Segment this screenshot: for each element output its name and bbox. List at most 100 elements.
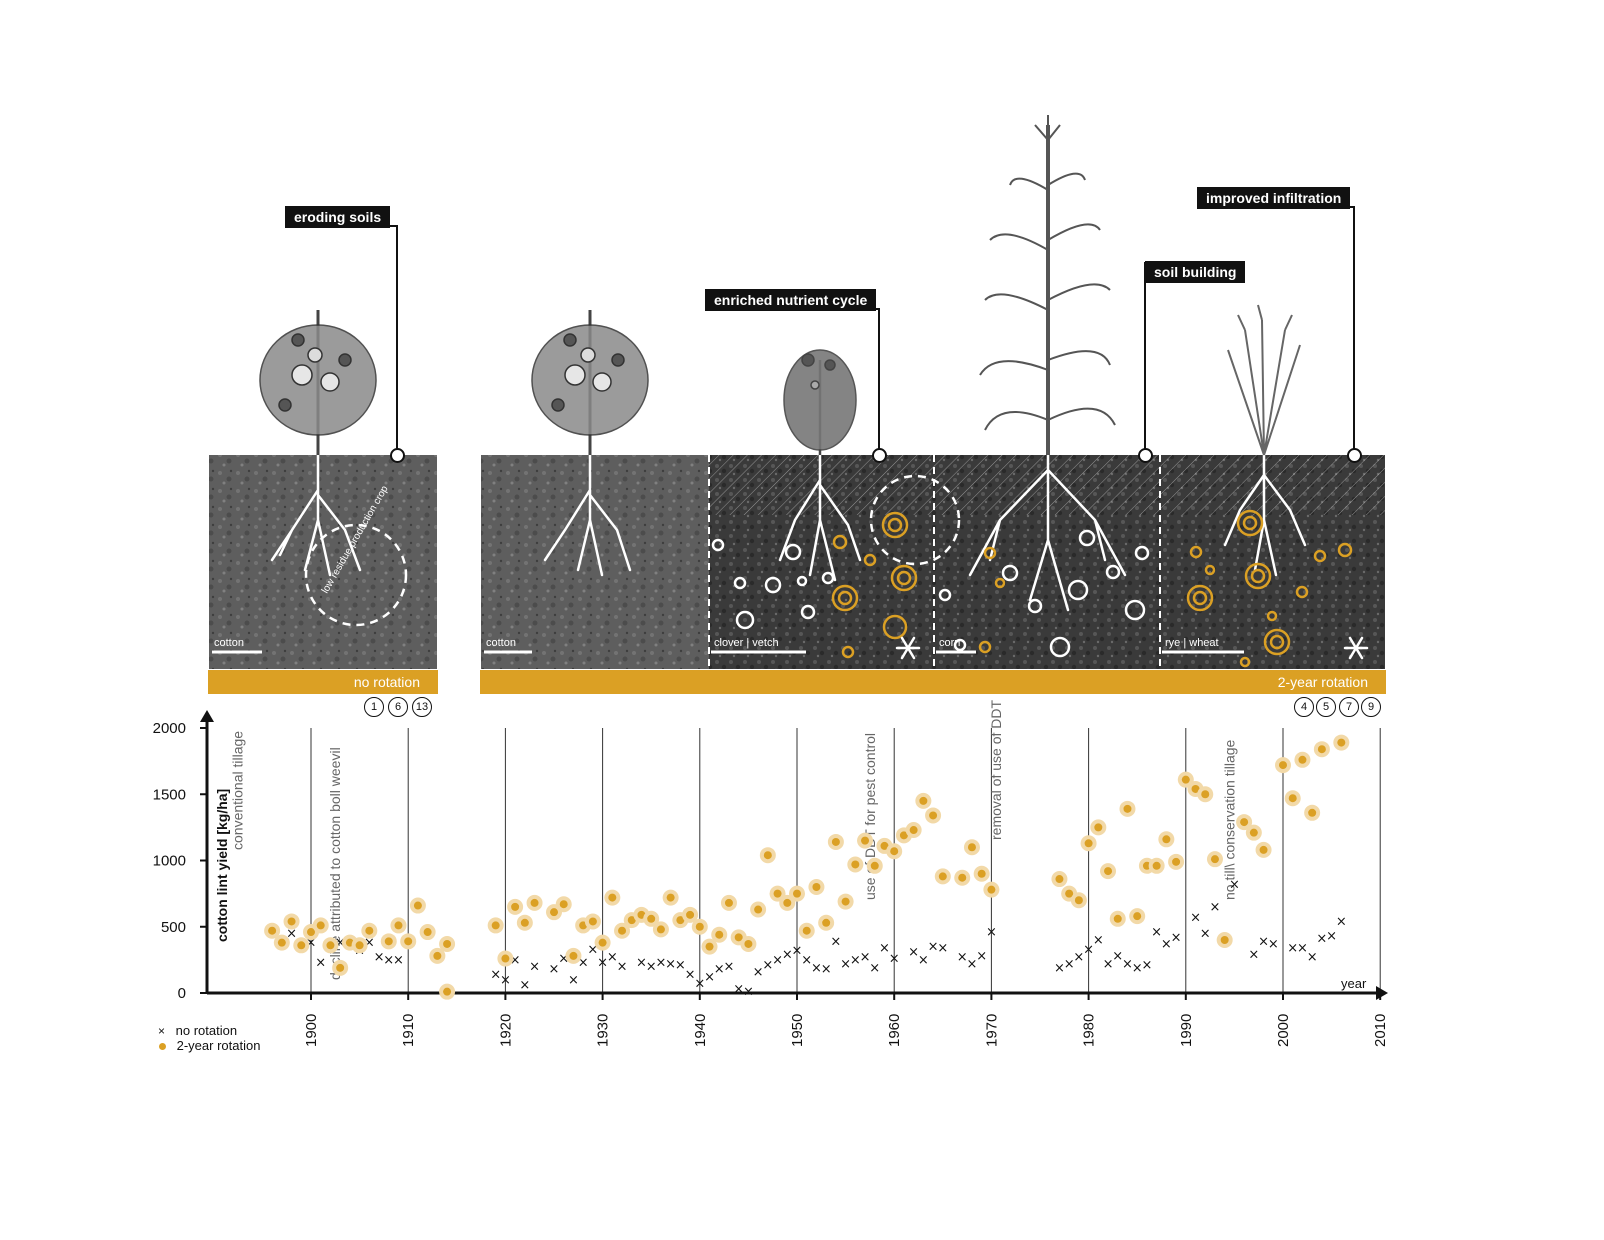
y-tick-label: 500 (161, 919, 186, 936)
rotation-point (919, 796, 928, 805)
panel-label-cotton-left: cotton (214, 637, 244, 649)
rotation-point (734, 933, 743, 942)
no-rotation-point: × (928, 940, 939, 955)
no-rotation-point: × (1336, 914, 1347, 929)
rotation-point (1133, 912, 1142, 921)
rotation-point (938, 872, 947, 881)
rotation-point (715, 930, 724, 939)
rotation-point (802, 926, 811, 935)
rotation-point (307, 928, 315, 937)
callout-soil-building: soil building (1145, 261, 1246, 283)
panel-label-rye: rye | wheat (1165, 637, 1219, 649)
rotation-point (909, 826, 918, 835)
no-rotation-point: × (733, 982, 744, 997)
no-rotation-point: × (1073, 950, 1084, 965)
rotation-point (812, 883, 821, 891)
x-tick-label: 1920 (497, 1014, 514, 1047)
no-rotation-point: × (1297, 941, 1308, 956)
corn-plant (979, 115, 1116, 455)
cotton-plant-left (259, 310, 377, 455)
rotation-point (1152, 861, 1161, 870)
no-rotation-point: × (549, 962, 560, 977)
x-tick-label: 1940 (692, 1014, 709, 1047)
rotation-point (1191, 784, 1200, 793)
legend-two-year-rotation-label: 2-year rotation (176, 1038, 261, 1053)
cotton-plant-right (531, 310, 649, 455)
rotation-point (569, 951, 578, 960)
legend-no-rotation-label: no rotation (175, 1023, 238, 1038)
rotation-point (1074, 896, 1083, 905)
rotation-point (530, 898, 539, 907)
no-rotation-point: × (918, 953, 929, 968)
rotation-point (763, 851, 772, 860)
no-rotation-point: × (1248, 948, 1259, 963)
panel-label-clover: clover | vetch (714, 637, 779, 649)
no-rotation-point: × (1132, 961, 1143, 976)
rotation-point (277, 938, 286, 947)
no-rotation-point: × (1112, 949, 1123, 964)
no-rotation-point: × (1287, 941, 1298, 956)
y-tick-label: 1000 (153, 853, 186, 870)
no-rotation-point: × (1229, 877, 1240, 892)
callout-improved-infiltration: improved infiltration (1197, 187, 1351, 209)
no-rotation-point: × (383, 953, 394, 968)
rotation-point (618, 926, 627, 935)
rotation-point (929, 811, 938, 820)
rotation-point (1240, 818, 1249, 827)
no-rotation-point: × (1103, 957, 1114, 972)
ref-badge: 6 (388, 697, 408, 717)
rotation-point (511, 902, 520, 911)
no-rotation-point: × (578, 956, 589, 971)
panel-label-corn: corn (939, 637, 961, 649)
no-rotation-point: × (889, 952, 900, 967)
rotation-point (987, 885, 996, 894)
rotation-point (1094, 823, 1103, 832)
no-rotation-point: × (772, 953, 783, 968)
y-axis-arrow (200, 710, 214, 722)
rotation-point (861, 836, 870, 845)
no-rotation-point: × (792, 944, 803, 959)
rotation-point (336, 963, 345, 972)
rotation-point (394, 921, 403, 930)
rotation-point (880, 841, 889, 850)
no-rotation-point: × (967, 957, 978, 972)
rotation-point (1279, 761, 1287, 770)
rotation-point (1308, 808, 1317, 817)
no-rotation-point: × (500, 973, 511, 988)
rotation-point (977, 869, 986, 878)
rotation-point (958, 873, 967, 882)
dot-marker-icon (159, 1042, 166, 1050)
x-marker-icon: × (158, 1024, 166, 1038)
no-rotation-point: × (617, 960, 628, 975)
rotation-point (433, 951, 442, 960)
no-rotation-point: × (529, 960, 540, 975)
x-tick-label: 1930 (595, 1014, 612, 1047)
no-rotation-point: × (607, 950, 618, 965)
x-axis-arrow (1376, 986, 1388, 1000)
annotation-label: conventional tillage (229, 731, 245, 850)
rotation-point (1288, 794, 1297, 803)
rotation-point (793, 889, 801, 898)
no-rotation-point: × (869, 961, 880, 976)
no-rotation-point: × (1268, 937, 1279, 952)
no-rotation-point: × (908, 945, 919, 960)
x-tick-label: 1900 (303, 1014, 320, 1047)
rotation-point (287, 917, 296, 926)
no-rotation-point: × (364, 936, 375, 951)
no-rotation-point: × (830, 934, 841, 949)
annotation-label: decline attributed to cotton boll weevil (327, 747, 343, 980)
rotation-point (404, 937, 413, 946)
rotation-point (1055, 875, 1064, 884)
no-rotation-point: × (655, 956, 666, 971)
no-rotation-point: × (393, 953, 404, 968)
ref-badge: 7 (1339, 697, 1359, 717)
no-rotation-point: × (568, 973, 579, 988)
no-rotation-point: × (665, 957, 676, 972)
x-axis-title: year (1341, 976, 1367, 991)
rotation-point (1113, 914, 1122, 923)
no-rotation-point: × (374, 950, 385, 965)
x-tick-label: 1980 (1081, 1014, 1098, 1047)
no-rotation-point: × (724, 960, 735, 975)
callout-eroding-soils: eroding soils (285, 206, 391, 228)
no-rotation-point: × (850, 953, 861, 968)
